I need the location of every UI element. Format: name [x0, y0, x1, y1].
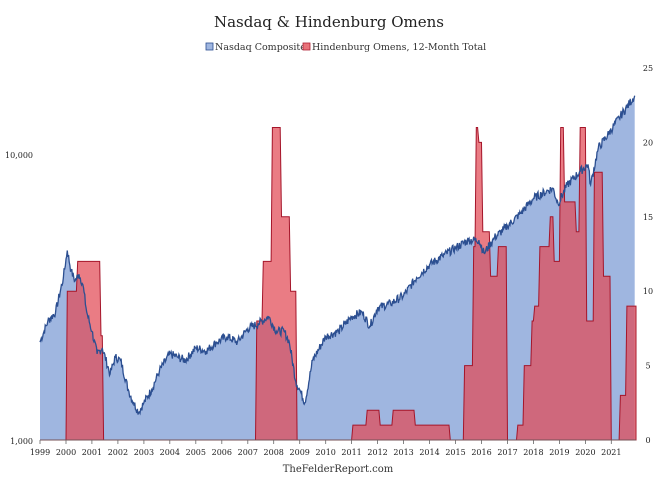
legend-label-nasdaq: Nasdaq Composite: [215, 42, 306, 53]
x-axis: 1999 2000 2001 2002 2003 2004 2005 2006 2007 2008…: [30, 439, 636, 457]
left-axis: 1,000 10,000: [5, 151, 33, 446]
x-tick-label: 2011: [341, 448, 361, 457]
right-tick-label: 15: [643, 213, 653, 222]
x-tick-label: 2005: [186, 448, 206, 457]
right-tick-label: 0: [645, 436, 650, 445]
x-tick-label: 2009: [290, 448, 310, 457]
legend-item-nasdaq[interactable]: Nasdaq Composite: [205, 42, 306, 53]
x-tick-label: 2019: [549, 448, 569, 457]
nasdaq-line: [39, 95, 636, 416]
right-tick-label: 20: [643, 138, 653, 147]
x-tick-label: 1999: [30, 448, 50, 457]
footer-source: TheFelderReport.com: [283, 464, 394, 475]
chart-title: Nasdaq & Hindenburg Omens: [214, 13, 444, 31]
x-tick-label: 2000: [56, 448, 76, 457]
legend-label-omens: Hindenburg Omens, 12-Month Total: [312, 42, 486, 53]
right-tick-label: 5: [645, 362, 650, 371]
x-tick-label: 2003: [134, 448, 154, 457]
x-tick-label: 2016: [471, 448, 491, 457]
x-tick-label: 2020: [575, 448, 595, 457]
omens-area: [40, 127, 637, 441]
right-tick-label: 25: [643, 64, 653, 73]
x-tick-label: 2010: [316, 448, 336, 457]
x-tick-label: 2021: [601, 448, 621, 457]
legend-item-omens[interactable]: Hindenburg Omens, 12-Month Total: [302, 42, 486, 53]
legend: Nasdaq Composite Hindenburg Omens, 12-Mo…: [205, 42, 486, 53]
right-axis: 0 5 10 15 20 25: [643, 64, 653, 445]
x-tick-label: 2002: [108, 448, 128, 457]
x-tick-label: 2018: [523, 448, 543, 457]
x-tick-label: 2012: [367, 448, 387, 457]
plot-area: [39, 95, 637, 441]
x-tick-label: 2004: [160, 448, 180, 457]
x-tick-label: 2006: [212, 448, 232, 457]
left-tick-label: 10,000: [5, 151, 33, 160]
left-tick-label: 1,000: [10, 437, 33, 446]
x-tick-label: 2015: [445, 448, 465, 457]
right-tick-label: 10: [643, 287, 653, 296]
x-tick-label: 2008: [264, 448, 284, 457]
legend-swatch-omens: [302, 42, 311, 51]
x-tick-label: 2007: [238, 448, 258, 457]
x-tick-label: 2013: [393, 448, 413, 457]
legend-swatch-nasdaq: [205, 42, 214, 51]
x-tick-label: 2001: [82, 448, 102, 457]
x-tick-label: 2017: [497, 448, 517, 457]
x-tick-label: 2014: [419, 448, 439, 457]
